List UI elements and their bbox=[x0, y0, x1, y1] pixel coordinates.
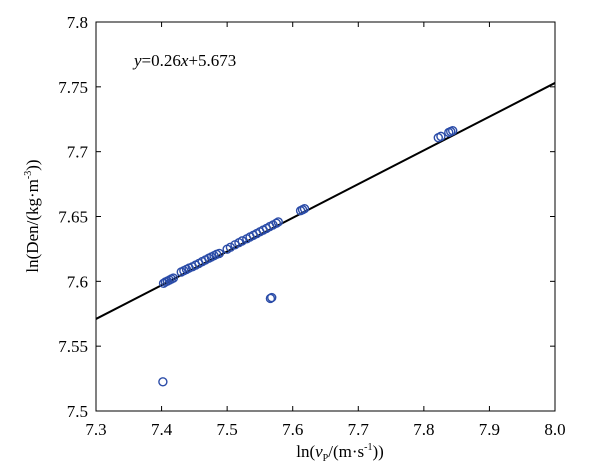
plot-area bbox=[95, 21, 556, 412]
equation-intercept: +5.673 bbox=[188, 51, 236, 70]
x-tick-label: 7.8 bbox=[413, 420, 434, 439]
data-point bbox=[168, 273, 179, 283]
data-point bbox=[237, 236, 247, 246]
x-tick-label: 7.7 bbox=[348, 420, 370, 439]
data-point bbox=[273, 217, 283, 227]
x-tick-label: 7.6 bbox=[282, 420, 303, 439]
data-point bbox=[225, 242, 236, 253]
plot-frame bbox=[95, 21, 556, 412]
y-tick-label: 7.8 bbox=[67, 13, 88, 32]
regression-equation: y=0.26x+5.673 bbox=[132, 51, 236, 70]
x-axis-title: ln(vP/(m·s-1)) bbox=[296, 442, 384, 464]
data-point bbox=[271, 218, 282, 228]
equation-slope: =0.26 bbox=[142, 51, 181, 70]
x-tick-label: 8.0 bbox=[544, 420, 565, 439]
data-points bbox=[158, 125, 458, 387]
equation-x-var: x bbox=[180, 51, 189, 70]
data-point bbox=[448, 125, 458, 136]
y-tick-label: 7.65 bbox=[58, 208, 88, 227]
y-tick-label: 7.6 bbox=[67, 272, 88, 291]
x-tick-label: 7.5 bbox=[217, 420, 238, 439]
x-tick-label: 7.4 bbox=[151, 420, 173, 439]
axis-ticks bbox=[95, 21, 556, 412]
data-point bbox=[299, 204, 310, 214]
y-tick-label: 7.75 bbox=[58, 78, 88, 97]
y-tick-label: 7.55 bbox=[58, 337, 88, 356]
x-tick-labels: 7.3 7.4 7.5 7.6 7.7 7.8 7.9 8.0 bbox=[85, 420, 565, 439]
data-point bbox=[436, 131, 446, 142]
equation-y-var: y bbox=[132, 51, 142, 70]
data-point bbox=[267, 292, 277, 303]
fit-line bbox=[95, 82, 556, 320]
data-point bbox=[214, 248, 224, 259]
y-axis-title: ln(Den/(kg·m-3)) bbox=[23, 159, 42, 272]
x-tick-label: 7.3 bbox=[85, 420, 106, 439]
y-tick-label: 7.7 bbox=[67, 143, 89, 162]
y-tick-label: 7.5 bbox=[67, 402, 88, 421]
x-tick-label: 7.9 bbox=[479, 420, 500, 439]
data-point bbox=[158, 377, 168, 387]
y-tick-labels: 7.5 7.55 7.6 7.65 7.7 7.75 7.8 bbox=[58, 13, 88, 421]
data-point bbox=[265, 293, 276, 304]
